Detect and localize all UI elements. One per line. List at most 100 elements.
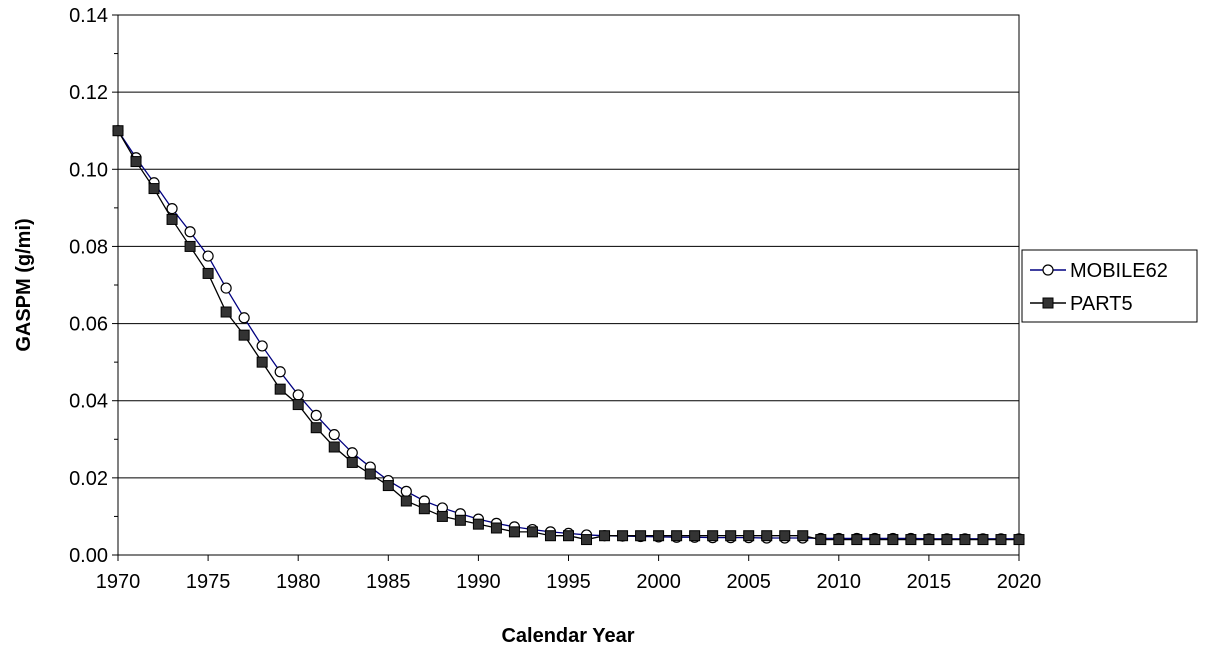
legend-frame	[1021, 249, 1198, 323]
data-point-part5	[617, 530, 629, 542]
data-point-part5	[130, 156, 142, 168]
data-point-part5	[851, 534, 863, 546]
legend-marker-part5	[1042, 297, 1054, 309]
data-point-part5	[959, 534, 971, 546]
data-point-mobile62	[310, 409, 322, 421]
data-point-part5	[815, 534, 827, 546]
plot-area-frame	[117, 14, 1020, 556]
data-point-part5	[797, 530, 809, 542]
x-axis-title: Calendar Year	[501, 625, 634, 647]
data-point-mobile62	[400, 485, 412, 497]
data-point-mobile62	[256, 340, 268, 352]
data-point-mobile62	[202, 250, 214, 262]
data-point-part5	[707, 530, 719, 542]
data-point-part5	[833, 534, 845, 546]
data-point-mobile62	[292, 389, 304, 401]
data-point-part5	[653, 530, 665, 542]
data-point-part5	[743, 530, 755, 542]
data-point-part5	[166, 213, 178, 225]
x-tick-label: 2020	[997, 571, 1042, 593]
y-axis: 0.00 0.02 0.04 0.06 0.08 0.10 0.12 0.14	[69, 5, 118, 567]
data-point-part5	[887, 534, 899, 546]
legend: MOBILE62 PART5	[1021, 249, 1198, 323]
x-tick-label: 2010	[817, 571, 862, 593]
data-point-part5	[382, 480, 394, 492]
data-point-mobile62	[346, 447, 358, 459]
data-point-part5	[635, 530, 647, 542]
data-point-part5	[256, 356, 268, 368]
y-tick-label: 0.08	[69, 236, 108, 258]
data-point-part5	[923, 534, 935, 546]
x-tick-label: 1985	[366, 571, 411, 593]
data-point-part5	[689, 530, 701, 542]
y-tick-label: 0.06	[69, 314, 108, 336]
data-point-part5	[184, 240, 196, 252]
data-point-part5	[436, 510, 448, 522]
data-point-part5	[544, 530, 556, 542]
x-tick-label: 1980	[276, 571, 321, 593]
data-point-part5	[599, 530, 611, 542]
data-point-part5	[526, 526, 538, 538]
data-point-part5	[563, 530, 574, 542]
data-point-part5	[1013, 534, 1025, 546]
gridlines	[118, 14, 1019, 479]
x-tick-label: 2015	[907, 571, 952, 593]
data-point-part5	[671, 530, 683, 542]
data-point-part5	[292, 399, 304, 411]
data-point-part5	[779, 530, 791, 542]
x-tick-label: 1995	[546, 571, 591, 593]
data-point-part5	[364, 468, 376, 480]
y-axis-title: GASPM (g/mi)	[13, 218, 35, 351]
data-point-part5	[977, 534, 989, 546]
data-point-part5	[508, 526, 520, 538]
x-tick-label: 1970	[96, 571, 141, 593]
data-point-part5	[400, 495, 412, 507]
data-point-part5	[346, 456, 358, 468]
data-point-part5	[725, 530, 737, 542]
data-point-mobile62	[220, 282, 232, 294]
x-tick-label: 1975	[186, 571, 231, 593]
data-point-mobile62	[238, 312, 250, 324]
y-tick-label: 0.12	[69, 82, 108, 104]
series-layer	[112, 125, 1025, 546]
data-point-part5	[112, 125, 124, 137]
x-tick-label: 1990	[456, 571, 501, 593]
y-tick-label: 0.10	[69, 159, 108, 181]
data-point-mobile62	[328, 429, 340, 441]
series-part5	[112, 125, 1025, 546]
x-axis: 1970 1975 1980 1985 1990 1995 2000 2005 2010 2015…	[96, 555, 1042, 593]
legend-label-part5: PART5	[1070, 293, 1133, 315]
data-point-part5	[995, 534, 1007, 546]
data-point-part5	[274, 383, 286, 395]
data-point-part5	[869, 534, 881, 546]
data-point-part5	[905, 534, 917, 546]
data-point-part5	[581, 534, 593, 546]
data-point-part5	[220, 306, 232, 318]
data-point-part5	[941, 534, 953, 546]
data-point-part5	[454, 514, 466, 526]
data-point-part5	[328, 441, 340, 453]
data-point-part5	[490, 522, 502, 534]
legend-item-mobile62: MOBILE62	[1030, 260, 1168, 282]
data-point-part5	[238, 329, 250, 341]
data-point-part5	[202, 267, 214, 279]
data-point-mobile62	[166, 203, 178, 215]
y-tick-label: 0.00	[69, 545, 108, 567]
x-tick-label: 2000	[636, 571, 681, 593]
legend-marker-mobile62	[1042, 264, 1054, 276]
data-point-mobile62	[184, 226, 196, 238]
data-point-part5	[761, 530, 773, 542]
y-tick-label: 0.04	[69, 391, 108, 413]
data-point-part5	[418, 503, 430, 515]
legend-label-mobile62: MOBILE62	[1070, 260, 1168, 282]
y-tick-label: 0.02	[69, 468, 108, 490]
data-point-mobile62	[274, 366, 286, 378]
data-point-part5	[148, 183, 160, 195]
series-mobile62	[112, 125, 1025, 545]
y-tick-label: 0.14	[69, 5, 108, 27]
data-point-part5	[472, 518, 484, 530]
data-point-part5	[310, 422, 322, 434]
legend-item-part5: PART5	[1030, 293, 1133, 315]
x-tick-label: 2005	[726, 571, 771, 593]
